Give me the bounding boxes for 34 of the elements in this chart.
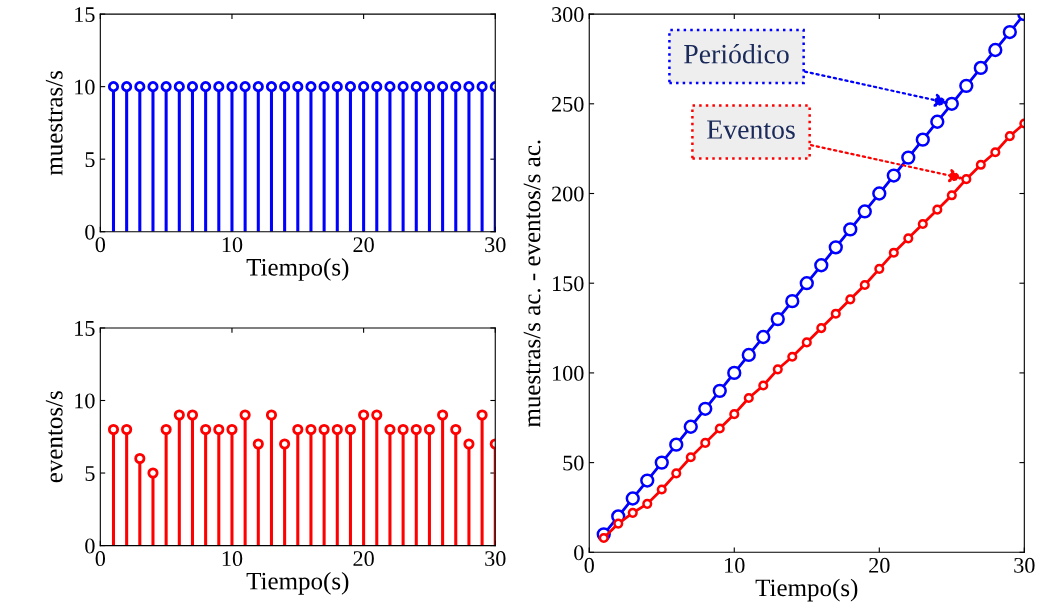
x-tick-label: 30 (1014, 557, 1035, 573)
y-tick-label: 10 (75, 79, 95, 95)
y-tick-label: 100 (553, 365, 584, 381)
x-tick-label: 0 (95, 237, 106, 253)
x-tick-label: 0 (584, 557, 594, 573)
y-tick-label: 150 (553, 276, 584, 292)
x-axis-title: Tiempo(s) (246, 571, 349, 595)
y-tick-label: 300 (552, 7, 584, 23)
y-axis-title: eventos/s (45, 391, 63, 483)
x-axis-title: Tiempo(s) (246, 258, 349, 281)
y-tick-label: 0 (85, 538, 95, 554)
y-tick-label: 10 (75, 393, 95, 409)
x-axis-title: Tiempo(s) (755, 578, 858, 602)
y-axis-title: muestras/s (45, 71, 63, 176)
x-tick-label: 30 (485, 551, 506, 567)
annotation: Eventos (707, 120, 795, 139)
y-tick-label: 5 (85, 152, 95, 168)
y-tick-label: 250 (552, 96, 584, 112)
x-tick-label: 10 (725, 557, 745, 573)
y-tick-label: 15 (75, 320, 95, 336)
x-tick-label: 0 (95, 551, 106, 567)
x-tick-label: 20 (869, 557, 890, 573)
y-tick-label: 200 (552, 186, 584, 202)
y-tick-label: 50 (563, 455, 584, 471)
annotation: Periódico (684, 43, 789, 64)
x-tick-label: 20 (353, 237, 374, 253)
y-axis-title: muestras/s ac. - eventos/s ac. (523, 140, 541, 428)
x-tick-label: 10 (222, 551, 243, 567)
x-tick-label: 10 (222, 237, 243, 253)
y-tick-label: 5 (85, 466, 95, 481)
y-tick-label: 15 (75, 7, 95, 23)
y-tick-label: 0 (85, 224, 95, 240)
x-tick-label: 20 (353, 551, 374, 567)
x-tick-label: 30 (485, 237, 506, 253)
